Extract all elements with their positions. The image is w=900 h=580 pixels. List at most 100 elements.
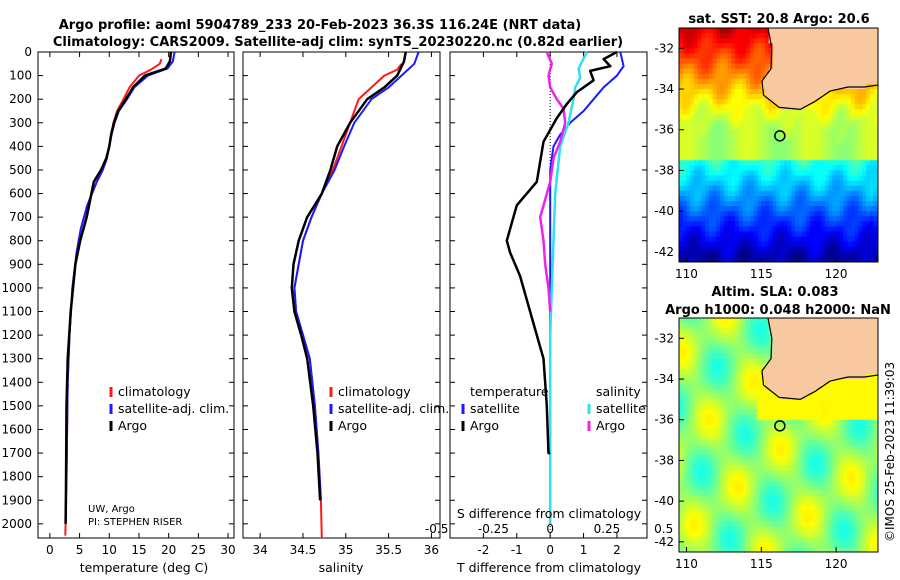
map-cell xyxy=(705,404,710,411)
map-cell xyxy=(869,145,875,151)
map-cell xyxy=(765,114,770,121)
map-cell xyxy=(761,53,766,60)
map-cell xyxy=(772,455,777,462)
map-cell xyxy=(809,343,815,350)
map-cell xyxy=(798,119,804,126)
map-cell xyxy=(839,251,845,258)
map-cell xyxy=(738,170,744,177)
map-cell xyxy=(776,129,781,136)
map-cell xyxy=(716,170,721,177)
map-cell xyxy=(869,139,875,146)
map-cell xyxy=(742,58,747,65)
map-cell xyxy=(873,78,878,85)
map-cell xyxy=(750,353,755,360)
map-cell xyxy=(843,211,848,217)
map-cell xyxy=(836,328,841,334)
map-cell xyxy=(809,180,815,187)
map-cell xyxy=(866,129,871,136)
map-cell xyxy=(731,89,736,95)
map-cell xyxy=(772,53,777,60)
x-tick-label: -2 xyxy=(477,543,489,557)
map-cell xyxy=(869,48,875,55)
map-cell xyxy=(705,379,710,385)
map-cell xyxy=(798,38,804,44)
map-cell xyxy=(682,150,688,156)
map-cell xyxy=(791,445,796,451)
map-cell xyxy=(723,455,729,462)
map-cell xyxy=(701,511,706,517)
map-cell xyxy=(735,170,740,177)
map-cell xyxy=(690,99,695,105)
x-tick-label: 35.5 xyxy=(375,543,402,557)
map-cell xyxy=(708,475,714,482)
map-cell xyxy=(791,221,796,227)
map-cell xyxy=(794,124,800,131)
map-cell xyxy=(821,358,826,365)
map-cell xyxy=(798,58,804,65)
map-cell xyxy=(723,190,729,197)
map-cell xyxy=(806,429,811,436)
map-cell xyxy=(806,150,811,156)
map-cell xyxy=(776,450,781,456)
map-cell xyxy=(873,145,878,151)
map-cell xyxy=(682,404,688,411)
map-cell xyxy=(731,99,736,105)
map-cell xyxy=(679,445,684,451)
map-cell xyxy=(798,419,804,426)
map-cell xyxy=(682,511,688,517)
map-cell xyxy=(757,119,762,126)
map-cell xyxy=(806,195,811,202)
map-cell xyxy=(776,414,781,421)
map-cell xyxy=(697,231,703,238)
map-cell xyxy=(686,33,691,39)
map-cell xyxy=(858,221,863,227)
map-cell xyxy=(873,373,878,380)
map-cell xyxy=(798,485,804,492)
map-cell xyxy=(817,53,822,60)
map-cell xyxy=(821,424,826,431)
map-cell xyxy=(750,48,755,55)
map-cell xyxy=(806,109,811,116)
map-cell xyxy=(720,150,725,156)
map-cell xyxy=(712,511,718,517)
map-cell xyxy=(750,180,755,187)
map-cell xyxy=(701,48,706,55)
map-cell xyxy=(798,338,804,345)
map-cell xyxy=(854,206,860,212)
map-cell xyxy=(742,328,747,334)
map-cell xyxy=(780,496,785,502)
map-cell xyxy=(727,68,732,75)
map-cell xyxy=(862,384,867,390)
map-cell xyxy=(869,53,875,60)
map-cell xyxy=(843,226,848,233)
map-cell xyxy=(873,221,878,227)
map-cell xyxy=(806,465,811,472)
map-cell xyxy=(873,99,878,105)
map-cell xyxy=(682,28,688,34)
map-cell xyxy=(750,104,755,110)
map-cell xyxy=(765,139,770,146)
map-cell xyxy=(693,511,699,517)
map-cell xyxy=(813,134,818,141)
map-cell xyxy=(862,170,867,177)
map-cell xyxy=(813,33,818,39)
map-cell xyxy=(787,185,792,192)
map-cell xyxy=(686,99,691,105)
map-cell xyxy=(832,211,837,217)
map-cell xyxy=(768,241,774,248)
map-cell xyxy=(746,124,751,131)
map-cell xyxy=(791,440,796,446)
map-cell xyxy=(701,338,706,345)
map-cell xyxy=(716,470,721,477)
map-cell xyxy=(873,139,878,146)
map-cell xyxy=(843,379,848,385)
map-cell xyxy=(705,490,710,497)
map-cell xyxy=(813,501,818,507)
map-cell xyxy=(854,246,860,253)
map-cell xyxy=(701,73,706,80)
map-cell xyxy=(705,145,710,151)
map-cell xyxy=(768,435,774,441)
map-cell xyxy=(765,496,770,502)
map-cell xyxy=(686,145,691,151)
map-cell xyxy=(742,119,747,126)
